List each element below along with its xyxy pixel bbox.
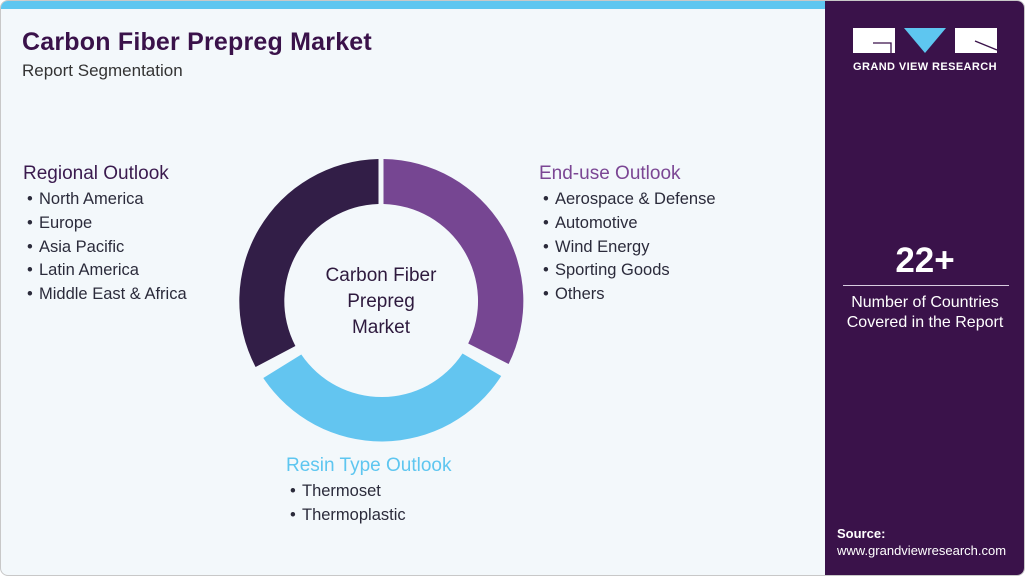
list-item: Sporting Goods [539, 259, 716, 283]
segment-title: Resin Type Outlook [286, 455, 452, 476]
center-label-line: Market [351, 317, 411, 338]
list-item: North America [23, 188, 187, 212]
countries-label-line: Number of Countries [851, 294, 999, 311]
list-item: Europe [23, 212, 187, 236]
list-item: Latin America [23, 259, 187, 283]
center-label-line: Carbon Fiber [325, 265, 437, 286]
side-panel [825, 1, 1024, 575]
list-item: Thermoset [286, 480, 451, 504]
segmentation-donut [239, 159, 524, 442]
donut-segment-resin [263, 353, 502, 442]
list-item: Automotive [539, 212, 716, 236]
segment-list: Aerospace & Defense Automotive Wind Ener… [539, 188, 716, 307]
list-item: Thermoplastic [286, 504, 451, 528]
page-subtitle: Report Segmentation [22, 61, 183, 80]
list-item: Aerospace & Defense [539, 188, 716, 212]
segment-title: Regional Outlook [23, 163, 169, 184]
segment-enduse: End-use Outlook Aerospace & Defense Auto… [539, 163, 716, 307]
top-accent-bar [1, 1, 825, 9]
source-url[interactable]: www.grandviewresearch.com [837, 543, 1007, 558]
segment-list: North America Europe Asia Pacific Latin … [23, 188, 187, 307]
page-title: Carbon Fiber Prepreg Market [22, 28, 372, 56]
grand-view-research-logo-icon [853, 28, 997, 53]
list-item: Others [539, 283, 716, 307]
countries-label: Number of Countries Covered in the Repor… [825, 293, 1024, 333]
segment-title: End-use Outlook [539, 163, 681, 184]
center-label-line: Prepreg [347, 291, 415, 312]
brand-name: GRAND VIEW RESEARCH [853, 61, 997, 73]
donut-center-label: Carbon Fiber Prepreg Market [301, 263, 461, 341]
countries-label-line: Covered in the Report [846, 314, 1004, 331]
list-item: Wind Energy [539, 236, 716, 260]
segment-resin: Resin Type Outlook Thermoset Thermoplast… [286, 455, 451, 528]
donut-segment-enduse [383, 159, 524, 364]
source-label: Source: [837, 526, 886, 541]
segment-regional: Regional Outlook North America Europe As… [23, 163, 187, 307]
countries-count: 22+ [895, 241, 955, 280]
list-item: Middle East & Africa [23, 283, 187, 307]
stat-divider [843, 285, 1009, 286]
list-item: Asia Pacific [23, 236, 187, 260]
donut-segment-regional [239, 159, 379, 367]
segment-list: Thermoset Thermoplastic [286, 480, 451, 528]
